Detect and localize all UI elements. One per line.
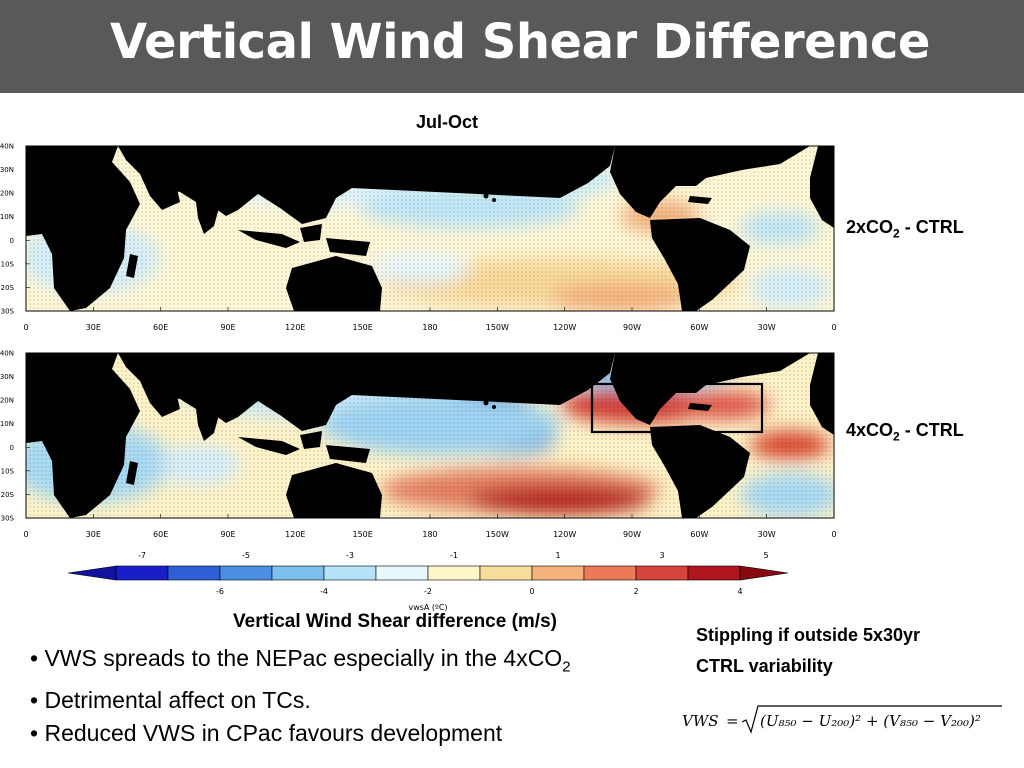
lat-tick-label: 20S [1,284,15,292]
lon-tick-label: 120W [553,530,576,539]
colorbar: -7-5-3-11357 -6-4-20246 vwsA (ºC) [67,551,789,612]
colorbar-bottom-label: -4 [320,587,328,596]
stippling-note-line-2: CTRL variability [696,656,833,676]
colorbar-swatch [635,565,689,581]
colorbar-bottom-label: -6 [216,587,224,596]
lat-tick-label: 10S [1,467,15,475]
stippling-note: Stippling if outside 5x30yr CTRL variabi… [696,620,920,682]
lon-tick-label: 180 [422,530,437,539]
colorbar-top-label: -3 [346,551,354,560]
lat-tick-label: 20N [0,397,14,405]
formula-eq: = [726,712,739,730]
lon-tick-label: 90E [220,530,235,539]
nepac-region-box [590,382,764,434]
lon-tick-label: 120W [553,323,576,332]
panel-label-2xco2: 2xCO2 - CTRL [846,217,964,241]
colorbar-swatch [167,565,221,581]
stippling-note-line-1: Stippling if outside 5x30yr [696,625,921,645]
vws-formula: VWS = (U₈₅₀ − U₂₀₀)² + (V₈₅₀ − V₂₀₀)² [682,705,1002,734]
lon-tick-label: 120E [285,323,305,332]
lon-tick-label: 150E [353,323,373,332]
colorbar-swatch [323,565,377,581]
panel-label-4xco2: 4xCO2 - CTRL [846,420,964,444]
bullet-glyph: • [30,686,39,713]
lat-tick-label: 0 [10,237,14,245]
colorbar-top-label: -1 [450,551,458,560]
colorbar-bottom-label: 2 [633,587,638,596]
lon-tick-label: 30W [758,323,776,332]
colorbar-top-label: -5 [242,551,250,560]
lon-tick-label: 150W [486,323,509,332]
lon-tick-label: 30W [758,530,776,539]
colorbar-top-label: 5 [763,551,768,560]
sqrt-sign [741,705,1002,734]
map-panel-4xco2: 40N 30N 20N 10N 0 10S 20S 30S 0 30E 60E 90E 120E 150… [0,350,837,540]
season-label: Jul-Oct [416,112,479,132]
lon-tick-label: 60E [153,323,168,332]
bullet-list: • VWS spreads to the NEPac especially in… [30,642,571,750]
title-bar: Vertical Wind Shear Difference [0,0,1024,93]
lon-tick-label: 120E [285,530,305,539]
colorbar-swatch [375,565,429,581]
lat-tick-label: 10S [1,260,15,268]
lat-tick-label: 30S [1,308,15,316]
colorbar-top-label: 3 [659,551,664,560]
colorbar-swatch [687,565,741,581]
lon-tick-label: 60E [153,530,168,539]
lon-tick-label: 150W [486,530,509,539]
colorbar-bottom-label: 0 [529,587,534,596]
lon-tick-label: 0 [831,530,836,539]
lat-tick-label: 30N [0,373,14,381]
bullet-glyph: • [30,719,39,746]
slide-title: Vertical Wind Shear Difference [110,14,930,70]
bullet-item: • Reduced VWS in CPac favours developmen… [30,719,503,746]
lon-tick-label: 60W [690,530,708,539]
lat-tick-label: 30N [0,166,14,174]
lon-tick-label: 90W [623,323,641,332]
lat-tick-label: 0 [10,444,14,452]
lat-tick-label: 20S [1,491,15,499]
bullet-item: • VWS spreads to the NEPac especially in… [30,645,571,676]
formula-body: (U₈₅₀ − U₂₀₀)² + (V₈₅₀ − V₂₀₀)² [760,712,981,730]
colorbar-bottom-label: 4 [737,587,742,596]
bullet-item: • Detrimental affect on TCs. [30,686,311,713]
colorbar-swatch [271,565,325,581]
lat-tick-label: 40N [0,350,14,358]
lon-tick-label: 0 [23,323,28,332]
formula-lhs: VWS [682,712,719,730]
colorbar-swatch [583,565,637,581]
lon-tick-label: 0 [23,530,28,539]
colorbar-unit-label: vwsA (ºC) [408,603,447,612]
colorbar-title: Vertical Wind Shear difference (m/s) [233,611,557,632]
lon-tick-label: 30E [86,323,101,332]
colorbar-swatch [479,565,533,581]
colorbar-swatch [219,565,273,581]
colorbar-swatch [115,565,169,581]
colorbar-swatch [427,565,481,581]
lon-tick-label: 90E [220,323,235,332]
lat-tick-label: 10N [0,213,14,221]
lat-tick-label: 20N [0,190,14,198]
lon-tick-label: 60W [690,323,708,332]
lon-tick-label: 90W [623,530,641,539]
lon-tick-label: 150E [353,530,373,539]
lat-tick-label: 40N [0,143,14,151]
map-panel-2xco2: 40N 30N 20N 10N 0 10S 20S 30S 0 30E 60E 90E 120E 150… [0,143,837,333]
colorbar-top-label: 1 [555,551,560,560]
lon-tick-label: 0 [831,323,836,332]
colorbar-top-label: -7 [138,551,146,560]
bullet-glyph: • [30,645,39,671]
colorbar-bottom-label: -2 [424,587,432,596]
lon-tick-label: 180 [422,323,437,332]
lon-tick-label: 30E [86,530,101,539]
lat-tick-label: 30S [1,515,15,523]
colorbar-swatch [531,565,585,581]
lat-tick-label: 10N [0,420,14,428]
